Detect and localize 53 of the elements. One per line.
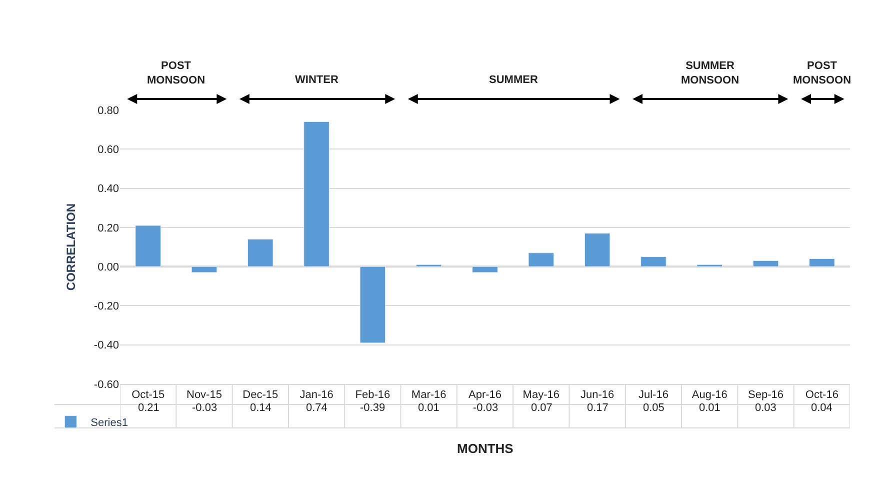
x-tick-label: May-16 [522, 389, 560, 402]
x-tick-label: Jun-16 [580, 389, 614, 402]
data-label: 0.03 [755, 402, 776, 414]
data-label: 0.17 [587, 402, 608, 414]
bar [528, 252, 554, 267]
text: WINTER [295, 74, 338, 86]
bar [809, 258, 835, 267]
data-label: 0.21 [138, 402, 160, 414]
y-tick-label: 0.20 [98, 222, 119, 234]
data-label: 0.05 [643, 402, 664, 414]
data-label: 0.01 [418, 402, 440, 414]
x-tick-label: Jul-16 [638, 389, 668, 402]
y-tick-label: -0.40 [94, 340, 119, 352]
data-label: -0.03 [473, 402, 498, 414]
x-tick-label: Oct-15 [132, 389, 165, 402]
y-tick-label: 0.00 [98, 261, 119, 274]
y-axis-title: CORRELATION [64, 203, 78, 291]
data-label: -0.39 [360, 402, 386, 414]
x-tick-label: Jan-16 [300, 389, 334, 402]
text: POST MONSOON [147, 60, 206, 86]
x-tick-label: Mar-16 [411, 389, 446, 402]
data-label: 0.04 [811, 402, 832, 414]
x-tick-label: Aug-16 [692, 389, 728, 402]
data-label: -0.03 [192, 402, 218, 414]
bar [304, 121, 330, 267]
bar [752, 260, 779, 267]
data-label: 0.07 [531, 402, 552, 414]
data-label: 0.01 [699, 402, 720, 414]
text: POST MONSOON [793, 60, 852, 86]
data-label: 0.74 [306, 402, 328, 414]
y-tick-label: 0.40 [98, 183, 119, 196]
y-tick-label: -0.60 [94, 378, 119, 391]
y-tick-label: 0.60 [98, 144, 119, 156]
bar [191, 266, 218, 273]
bar [248, 238, 274, 267]
y-tick-label: -0.20 [94, 300, 119, 313]
bar [584, 233, 610, 267]
legend-label: Series1 [90, 417, 128, 430]
x-tick-label: Oct-16 [805, 389, 838, 402]
text: SUMMER MONSOON [681, 60, 740, 86]
y-tick-label: 0.80 [98, 104, 119, 117]
bar [472, 266, 498, 273]
data-label: 0.14 [250, 402, 272, 414]
x-tick-label: Dec-15 [242, 389, 278, 402]
bar [135, 225, 161, 267]
x-tick-label: Feb-16 [355, 389, 390, 402]
bar [360, 266, 386, 344]
x-tick-label: Sep-16 [748, 389, 784, 402]
x-tick-label: Nov-15 [186, 389, 222, 402]
text: SUMMER [489, 74, 538, 86]
x-tick-label: Apr-16 [468, 389, 502, 402]
bar [640, 256, 666, 267]
x-axis-title: MONTHS [457, 441, 514, 456]
